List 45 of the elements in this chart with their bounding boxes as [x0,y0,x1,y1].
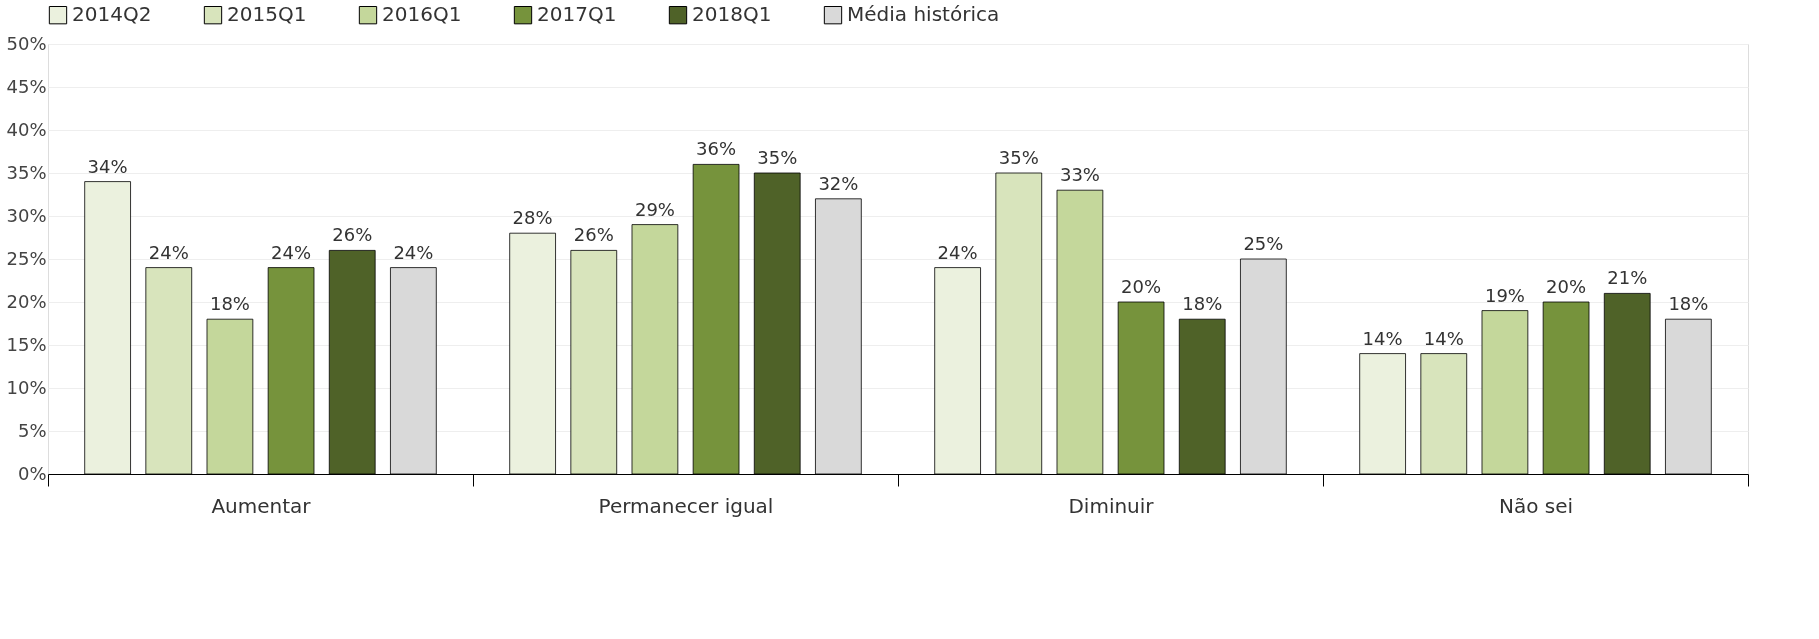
data-label: 36% [696,138,737,160]
y-tick-label: 35% [6,161,47,183]
y-tick-label: 10% [6,376,47,398]
data-label: 32% [818,172,859,194]
x-tick-label: Permanecer igual [598,493,774,518]
x-tick-label: Diminuir [1068,493,1155,518]
x-tick-label: Aumentar [211,493,312,518]
data-label: 26% [332,224,373,246]
legend-label: Média histórica [847,2,1000,27]
y-tick-label: 45% [6,75,47,97]
x-tick-label: Não sei [1498,493,1574,518]
data-label: 20% [1546,276,1587,297]
data-label: 33% [1059,164,1100,186]
legend-label: 2017Q1 [537,2,617,27]
y-tick-label: 20% [6,290,47,312]
data-label: 18% [209,293,250,315]
data-label: 24% [271,241,312,263]
y-tick-label: 50% [6,32,47,54]
data-label: 29% [634,198,675,220]
legend-label: 2016Q1 [382,2,462,27]
data-label: 26% [573,224,614,246]
data-label: 20% [1121,276,1162,297]
data-label: 25% [1243,233,1284,254]
y-tick-label: 30% [6,204,47,226]
y-tick-label: 25% [6,247,47,269]
data-label: 18% [1668,293,1709,315]
data-label: 24% [148,241,189,263]
y-tick-label: 5% [17,419,47,441]
data-label: 24% [937,241,978,263]
legend-label: 2015Q1 [227,2,307,27]
data-label: 21% [1607,267,1648,289]
y-tick-label: 15% [6,333,47,355]
data-label: 18% [1182,293,1223,315]
data-label: 19% [1484,284,1525,306]
y-tick-label: 40% [6,118,47,140]
y-tick-label: 0% [17,462,47,484]
data-label: 14% [1423,327,1464,349]
legend-label: 2018Q1 [692,2,772,27]
data-label: 24% [393,241,434,263]
data-label: 35% [998,147,1039,168]
legend-label: 2014Q2 [72,2,152,27]
data-label: 14% [1362,327,1403,349]
data-label: 34% [87,155,128,177]
data-label: 28% [512,207,553,229]
data-label: 35% [757,147,798,168]
